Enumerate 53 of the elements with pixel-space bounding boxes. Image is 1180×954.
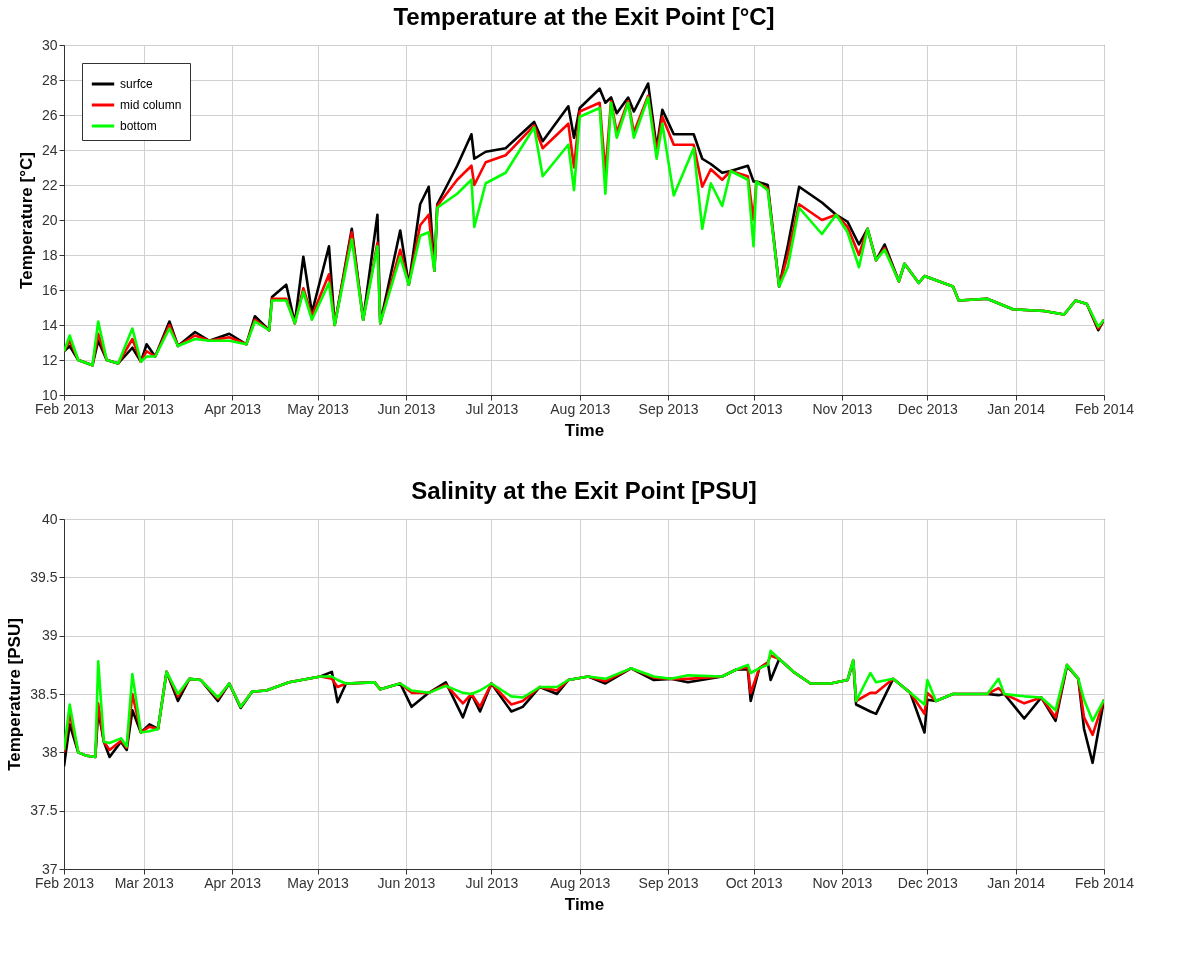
x-tick-label: Feb 2014 <box>1074 400 1135 417</box>
x-tick-label: Dec 2013 <box>897 874 959 891</box>
x-tick-label: Nov 2013 <box>812 400 873 417</box>
x-tick-label: Nov 2013 <box>812 874 873 891</box>
y-tick-label: 20 <box>41 211 58 228</box>
x-axis-title: Time <box>564 894 605 914</box>
chart-title: Salinity at the Exit Point [PSU] <box>411 477 757 504</box>
y-tick-label: 37.5 <box>30 802 58 819</box>
y-tick-label: 14 <box>41 316 58 333</box>
x-tick-label: Oct 2013 <box>725 400 783 417</box>
x-tick-label: Sep 2013 <box>638 874 699 891</box>
x-tick-label: Jan 2014 <box>987 874 1046 891</box>
x-tick-label: Apr 2013 <box>204 400 262 417</box>
y-axis-title: Temperature [PSU] <box>5 618 25 771</box>
x-tick-label: Aug 2013 <box>550 400 611 417</box>
x-tick-label: May 2013 <box>287 874 350 891</box>
x-tick-label: Jul 2013 <box>465 400 519 417</box>
y-tick-label: 38 <box>41 743 58 760</box>
y-tick-label: 39 <box>41 627 58 644</box>
y-tick-label: 30 <box>41 36 58 53</box>
x-tick-label: Dec 2013 <box>897 400 959 417</box>
x-tick-label: Jun 2013 <box>377 874 436 891</box>
y-tick-label: 26 <box>41 106 58 123</box>
chart-title: Temperature at the Exit Point [°C] <box>393 3 775 30</box>
x-tick-label: Mar 2013 <box>114 874 175 891</box>
x-tick-label: Apr 2013 <box>204 874 262 891</box>
x-tick-label: Oct 2013 <box>725 874 783 891</box>
y-tick-label: 12 <box>41 351 58 368</box>
x-tick-label: Feb 2013 <box>34 400 95 417</box>
y-tick-label: 18 <box>41 246 58 263</box>
y-tick-label: 10 <box>41 386 58 403</box>
x-axis-title: Time <box>564 420 605 440</box>
x-tick-label: Jun 2013 <box>377 400 436 417</box>
x-tick-label: Jan 2014 <box>987 400 1046 417</box>
legend-label: bottom <box>120 119 157 133</box>
y-tick-label: 24 <box>41 141 58 158</box>
x-tick-label: Aug 2013 <box>550 874 611 891</box>
legend-label: surfce <box>120 77 153 91</box>
x-tick-label: Feb 2014 <box>1074 874 1135 891</box>
y-tick-label: 28 <box>41 71 58 88</box>
x-tick-label: Sep 2013 <box>638 400 699 417</box>
x-tick-label: Mar 2013 <box>114 400 175 417</box>
x-tick-label: Feb 2013 <box>34 874 95 891</box>
x-tick-label: May 2013 <box>287 400 350 417</box>
y-tick-label: 38.5 <box>30 685 58 702</box>
y-tick-label: 39.5 <box>30 568 58 585</box>
y-axis-title: Temperature [°C] <box>16 152 36 289</box>
y-tick-label: 16 <box>41 281 58 298</box>
legend-label: mid column <box>120 98 182 112</box>
y-tick-label: 37 <box>41 860 58 877</box>
y-tick-label: 40 <box>41 510 58 527</box>
x-tick-label: Jul 2013 <box>465 874 519 891</box>
y-tick-label: 22 <box>41 176 58 193</box>
